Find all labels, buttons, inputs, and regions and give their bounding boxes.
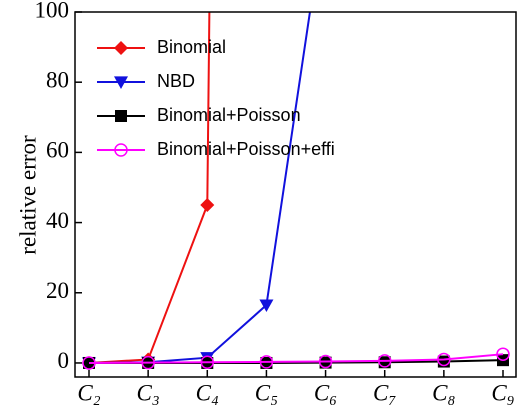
y-tick-label: 40: [46, 208, 69, 233]
x-tick-label: C₈: [432, 380, 455, 405]
x-tick-label: C₅: [255, 380, 278, 405]
marker: [259, 299, 274, 313]
legend-label: Binomial: [157, 37, 226, 57]
y-tick-label: 100: [35, 0, 70, 22]
marker: [115, 110, 127, 122]
x-tick-label: C₉: [491, 380, 514, 405]
marker: [318, 354, 333, 369]
x-tick-label: C₇: [373, 380, 396, 405]
marker: [259, 355, 274, 369]
y-tick-label: 0: [58, 348, 70, 373]
y-tick-label: 20: [46, 278, 69, 303]
legend-label: Binomial+Poisson+effi: [157, 139, 335, 159]
marker: [141, 355, 155, 370]
x-tick-label: C₂: [77, 380, 100, 405]
marker: [319, 356, 332, 369]
y-tick-label: 80: [46, 67, 69, 92]
x-tick-label: C₄: [196, 380, 219, 405]
x-tick-label: C₃: [136, 380, 159, 405]
y-axis-label: relative error: [15, 135, 40, 255]
marker: [377, 354, 392, 368]
legend-label: Binomial+Poisson: [157, 105, 301, 125]
x-tick-label: C₆: [314, 380, 337, 405]
marker: [82, 356, 96, 370]
marker: [260, 356, 273, 369]
marker: [496, 347, 510, 361]
marker: [114, 143, 128, 157]
marker: [114, 41, 128, 55]
legend-label: NBD: [157, 71, 195, 91]
series-line: [88, 353, 504, 364]
plot-frame: [74, 11, 517, 378]
marker: [200, 355, 215, 370]
series-line: [88, 12, 211, 364]
marker: [437, 352, 451, 367]
marker: [200, 198, 215, 213]
plot-area: [82, 12, 510, 370]
y-tick-label: 60: [46, 138, 69, 163]
marker: [114, 76, 128, 89]
